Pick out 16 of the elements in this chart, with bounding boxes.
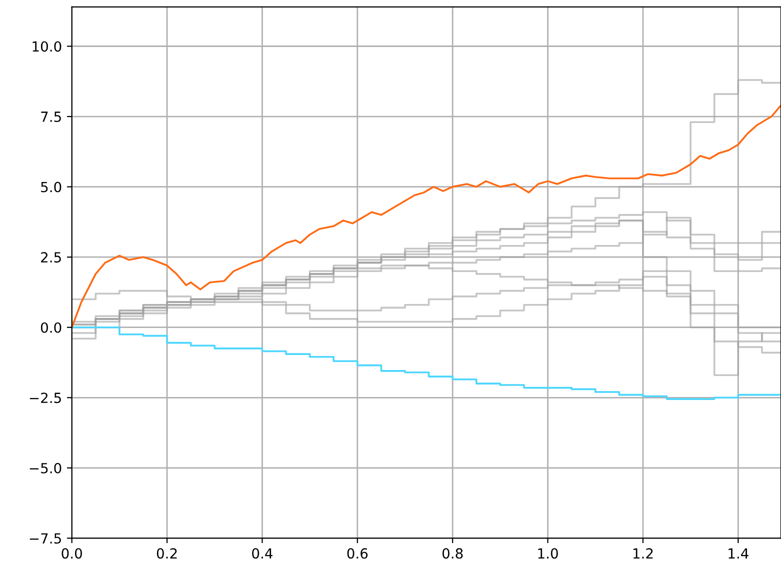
y-tick-label: 7.5 [41, 112, 61, 122]
x-tick-label: 1.4 [728, 548, 748, 558]
x-tick-label: 1.2 [633, 548, 653, 558]
x-tick-label: 1.0 [538, 548, 558, 559]
x-tick-label: 0.8 [442, 548, 463, 559]
x-tick-label: 0.2 [156, 548, 177, 559]
y-tick-label: 2.5 [41, 252, 61, 263]
y-tick-label: 10.0 [32, 41, 62, 52]
y-tick-label: −7.5 [30, 533, 61, 544]
x-tick-label: 0.6 [347, 548, 368, 559]
x-tick-label: 0.4 [252, 548, 272, 559]
y-tick-label: −2.5 [30, 392, 61, 404]
x-tick-label: 0.0 [62, 548, 82, 559]
y-tick-label: −5.0 [30, 462, 62, 474]
y-tick-label: 5.0 [41, 182, 62, 192]
y-tick-label: 0.0 [40, 322, 62, 333]
